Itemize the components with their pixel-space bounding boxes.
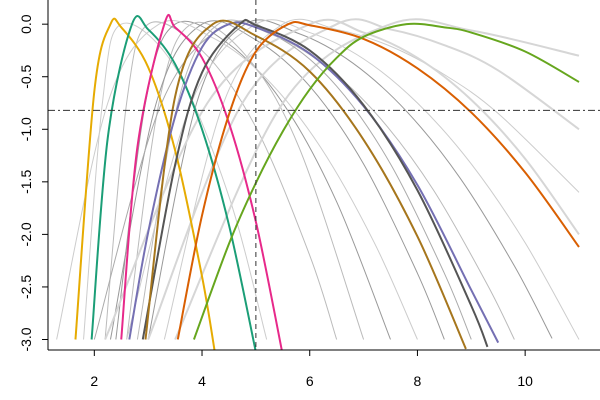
curve <box>147 18 580 340</box>
curve <box>93 20 472 340</box>
x-tick-label: 4 <box>198 373 206 389</box>
y-tick-label: -2.5 <box>18 275 34 299</box>
curve <box>163 18 580 340</box>
x-tick-label: 8 <box>414 373 422 389</box>
curve <box>176 20 580 340</box>
curve <box>126 21 365 340</box>
curve <box>174 18 580 340</box>
y-tick-label: -0.5 <box>18 64 34 88</box>
y-tick-label: 0.0 <box>18 14 34 34</box>
curve <box>144 19 467 350</box>
curve <box>90 15 257 350</box>
curve <box>74 17 216 350</box>
curve <box>104 21 338 340</box>
curve <box>120 13 283 350</box>
curve <box>104 18 580 340</box>
y-tick-label: -1.0 <box>18 117 34 141</box>
y-tick-label: -1.5 <box>18 170 34 194</box>
curve <box>109 20 445 340</box>
x-tick-label: 10 <box>517 373 533 389</box>
curve <box>141 18 489 348</box>
x-tick-label: 6 <box>306 373 314 389</box>
x-tick-label: 2 <box>90 373 98 389</box>
plot-area <box>48 0 600 350</box>
y-tick-label: -2.0 <box>18 222 34 246</box>
curve <box>56 19 418 340</box>
y-tick-label: -3.0 <box>18 327 34 351</box>
curve <box>193 22 580 340</box>
